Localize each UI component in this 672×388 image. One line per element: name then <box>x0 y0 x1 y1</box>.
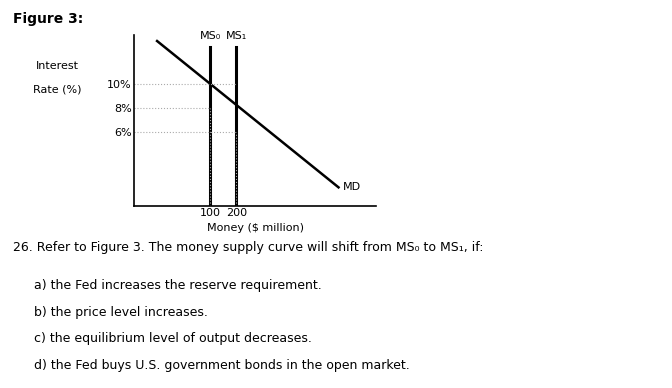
X-axis label: Money ($ million): Money ($ million) <box>207 223 304 232</box>
Text: d) the Fed buys U.S. government bonds in the open market.: d) the Fed buys U.S. government bonds in… <box>34 359 409 372</box>
Text: MS₁: MS₁ <box>226 31 247 41</box>
Text: c) the equilibrium level of output decreases.: c) the equilibrium level of output decre… <box>34 332 312 345</box>
Text: Figure 3:: Figure 3: <box>13 12 84 26</box>
Text: Rate (%): Rate (%) <box>33 85 81 95</box>
Text: MS₀: MS₀ <box>200 31 220 41</box>
Text: Interest: Interest <box>36 61 79 71</box>
Text: 26. Refer to Figure 3. The money supply curve will shift from MS₀ to MS₁, if:: 26. Refer to Figure 3. The money supply … <box>13 241 484 254</box>
Text: MD: MD <box>343 182 361 192</box>
Text: a) the Fed increases the reserve requirement.: a) the Fed increases the reserve require… <box>34 279 321 293</box>
Text: b) the price level increases.: b) the price level increases. <box>34 306 208 319</box>
